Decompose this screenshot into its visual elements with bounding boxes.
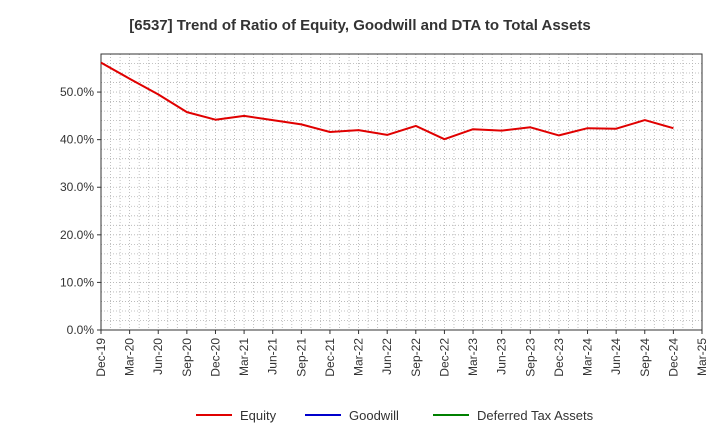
x-tick-label: Dec-21: [323, 338, 337, 377]
x-tick-label: Mar-23: [466, 338, 480, 376]
series-line-equity: [100, 61, 674, 141]
plot-border: [100, 53, 703, 331]
x-tick-label: Mar-21: [237, 338, 251, 376]
x-tick-label: Jun-21: [266, 338, 280, 375]
y-tick-label: 10.0%: [60, 275, 94, 289]
chart-title: [6537] Trend of Ratio of Equity, Goodwil…: [129, 17, 590, 34]
y-tick-label: 50.0%: [60, 85, 94, 99]
legend-label-deferred-tax-assets: Deferred Tax Assets: [477, 408, 594, 423]
x-tick-label: Dec-20: [208, 338, 222, 377]
x-tick-label: Mar-25: [695, 338, 709, 376]
x-tick-label: Jun-22: [380, 338, 394, 375]
y-tick-label: 20.0%: [60, 228, 94, 242]
x-tick-label: Dec-24: [666, 338, 680, 377]
x-tick-label: Dec-23: [552, 338, 566, 377]
series-layer: [100, 61, 674, 141]
x-tick-label: Dec-22: [437, 338, 451, 377]
axis-layer: 0.0% 10.0% 20.0% 30.0% 40.0% 50.0% Dec-19 Mar-2…: [60, 53, 709, 377]
legend-label-equity: Equity: [240, 408, 277, 423]
x-tick-label: Sep-24: [638, 338, 652, 377]
legend-label-goodwill: Goodwill: [349, 408, 399, 423]
x-tick-label: Sep-22: [409, 338, 423, 377]
x-tick-label: Dec-19: [94, 338, 108, 377]
x-tick-label: Mar-20: [123, 338, 137, 376]
x-tick-label: Jun-24: [609, 338, 623, 375]
y-tick-label: 0.0%: [67, 323, 95, 337]
x-tick-label: Mar-24: [581, 338, 595, 376]
legend: Equity Goodwill Deferred Tax Assets: [196, 408, 594, 423]
x-tick-label: Sep-23: [523, 338, 537, 377]
y-tick-label: 30.0%: [60, 180, 94, 194]
y-tick-label: 40.0%: [60, 133, 94, 147]
x-tick-label: Sep-20: [180, 338, 194, 377]
x-tick-label: Jun-23: [495, 338, 509, 375]
grid-layer: [101, 54, 702, 330]
x-tick-label: Mar-22: [352, 338, 366, 376]
x-tick-label: Sep-21: [294, 338, 308, 377]
plot-area: [101, 54, 702, 330]
x-tick-label: Jun-20: [151, 338, 165, 375]
